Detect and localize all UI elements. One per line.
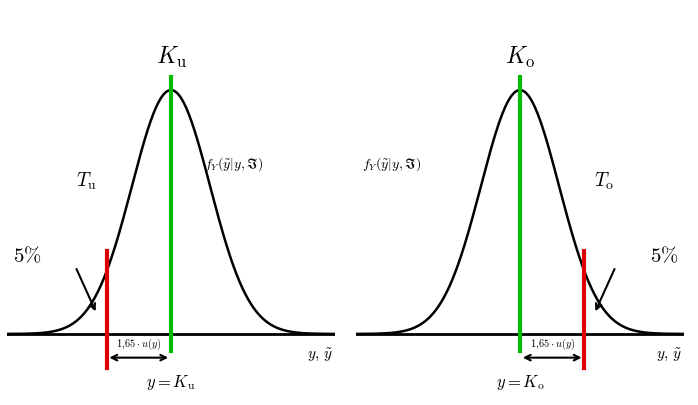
Text: $y,\,\tilde{y}$: $y,\,\tilde{y}$ — [656, 346, 682, 363]
Text: $T_\mathrm{o}$: $T_\mathrm{o}$ — [594, 171, 614, 192]
Text: $T_\mathrm{u}$: $T_\mathrm{u}$ — [76, 171, 97, 192]
Text: $y,\,\tilde{y}$: $y,\,\tilde{y}$ — [307, 346, 333, 363]
Text: $y = K_\mathrm{o}$: $y = K_\mathrm{o}$ — [496, 373, 544, 392]
Text: $1{,}65 \cdot u(y)$: $1{,}65 \cdot u(y)$ — [116, 336, 161, 352]
Text: $K_\mathrm{o}$: $K_\mathrm{o}$ — [505, 45, 535, 70]
Text: $f_Y(\tilde{y}|y,\mathfrak{I})$: $f_Y(\tilde{y}|y,\mathfrak{I})$ — [362, 156, 421, 173]
Text: $K_\mathrm{u}$: $K_\mathrm{u}$ — [156, 45, 186, 70]
Text: $f_Y(\tilde{y}|y,\mathfrak{I})$: $f_Y(\tilde{y}|y,\mathfrak{I})$ — [205, 156, 263, 173]
Text: $5\%$: $5\%$ — [650, 246, 678, 266]
Text: $y = K_\mathrm{u}$: $y = K_\mathrm{u}$ — [147, 373, 195, 392]
Text: $1{,}65 \cdot u(y)$: $1{,}65 \cdot u(y)$ — [530, 336, 575, 352]
Text: $5\%$: $5\%$ — [13, 246, 41, 266]
